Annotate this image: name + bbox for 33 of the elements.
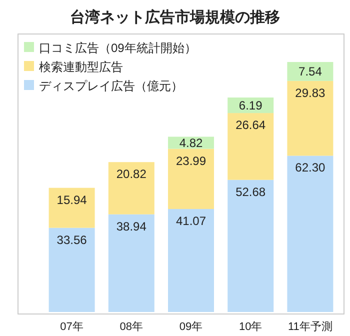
bar — [228, 113, 274, 180]
legend-label: 口コミ広告（09年統計開始） — [39, 41, 196, 55]
data-label: 7.54 — [298, 64, 322, 78]
bar — [287, 62, 334, 81]
data-label: 62.30 — [295, 160, 326, 175]
bar — [168, 208, 214, 312]
bar — [48, 188, 95, 228]
data-label: 15.94 — [56, 192, 88, 207]
data-label: 20.82 — [116, 167, 147, 182]
data-label: 29.83 — [295, 86, 326, 100]
bar — [108, 162, 154, 214]
data-label: 52.68 — [236, 184, 266, 199]
chart-title: 台湾ネット広告市場規模の推移 — [70, 8, 280, 26]
data-label: 33.56 — [56, 232, 88, 247]
bar — [108, 214, 154, 312]
bar — [287, 80, 334, 156]
legend-label: ディスプレイ広告（億元） — [39, 79, 183, 93]
data-label: 4.82 — [179, 136, 203, 150]
legend-label: 検索連動型広告 — [39, 60, 123, 74]
x-tick-label: 09年 — [179, 321, 203, 333]
data-label: 23.99 — [176, 154, 206, 168]
bar — [168, 148, 214, 209]
data-label: 38.94 — [116, 219, 147, 234]
x-tick-label: 07年 — [60, 321, 84, 333]
bar — [287, 156, 334, 312]
data-label: 41.07 — [176, 214, 206, 228]
data-label: 6.19 — [238, 98, 263, 112]
x-tick-label: 08年 — [120, 321, 144, 333]
data-label: 26.64 — [236, 118, 266, 132]
x-tick-label: 11年予測 — [288, 321, 332, 333]
x-tick-label: 10年 — [238, 321, 262, 333]
bar — [228, 180, 274, 312]
bar — [48, 228, 95, 312]
